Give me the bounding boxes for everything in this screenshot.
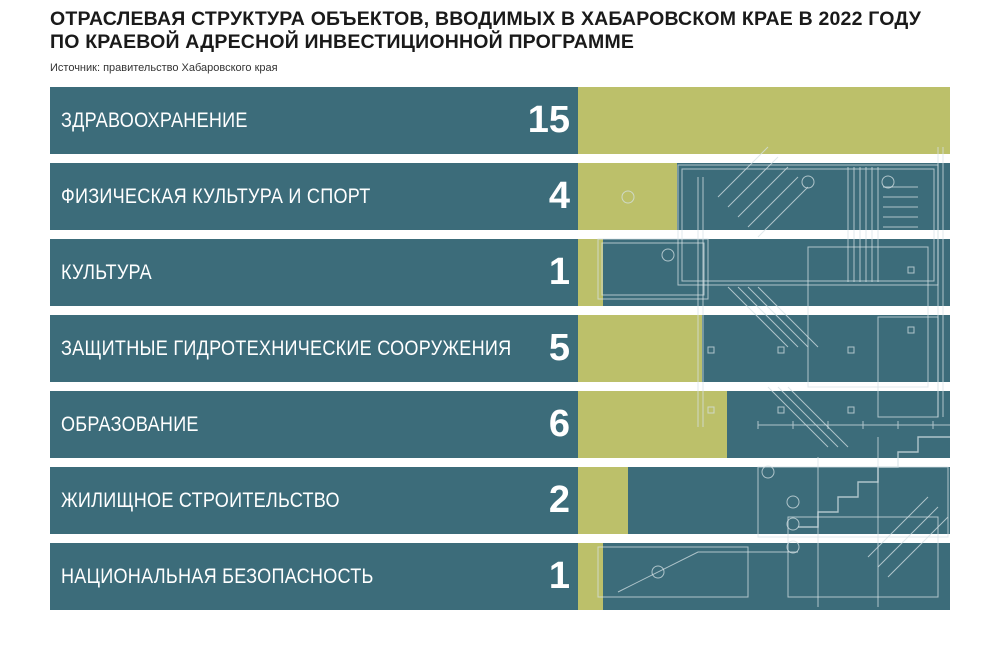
data-label: 4 (548, 175, 570, 217)
bar (578, 391, 727, 458)
data-label: 6 (548, 403, 570, 445)
category-label: ЗДРАВООХРАНЕНИЕ (61, 109, 248, 132)
bar-row: ОБРАЗОВАНИЕ 6 (50, 391, 950, 458)
bar (578, 315, 702, 382)
data-label: 5 (548, 327, 570, 369)
bar-row: КУЛЬТУРА 1 (50, 239, 950, 306)
category-label: НАЦИОНАЛЬНАЯ БЕЗОПАСНОСТЬ (61, 565, 374, 588)
bar-row: НАЦИОНАЛЬНАЯ БЕЗОПАСНОСТЬ 1 (50, 543, 950, 610)
category-label: КУЛЬТУРА (61, 261, 152, 284)
bar-row: ФИЗИЧЕСКАЯ КУЛЬТУРА И СПОРТ 4 (50, 163, 950, 230)
bar-row: ЖИЛИЩНОЕ СТРОИТЕЛЬСТВО 2 (50, 467, 950, 534)
bar (578, 467, 628, 534)
category-label: ЗАЩИТНЫЕ ГИДРОТЕХНИЧЕСКИЕ СООРУЖЕНИЯ (61, 337, 512, 360)
category-label: ЖИЛИЩНОЕ СТРОИТЕЛЬСТВО (61, 489, 340, 512)
data-label: 1 (548, 251, 570, 293)
chart-source: Источник: правительство Хабаровского кра… (50, 62, 278, 74)
category-label: ОБРАЗОВАНИЕ (61, 413, 199, 436)
bar (578, 543, 603, 610)
data-label: 15 (527, 99, 570, 141)
bar-chart: ЗДРАВООХРАНЕНИЕ 15 ФИЗИЧЕСКАЯ КУЛЬТУРА И С… (50, 87, 950, 610)
data-label: 2 (548, 479, 570, 521)
chart-title: ОТРАСЛЕВАЯ СТРУКТУРА ОБЪЕКТОВ, ВВОДИМЫХ … (50, 8, 922, 53)
bar (578, 239, 603, 306)
bar (578, 163, 677, 230)
bar (578, 87, 950, 154)
bar-row: ЗДРАВООХРАНЕНИЕ 15 (50, 87, 950, 154)
category-label: ФИЗИЧЕСКАЯ КУЛЬТУРА И СПОРТ (61, 185, 371, 208)
data-label: 1 (548, 555, 570, 597)
bar-row: ЗАЩИТНЫЕ ГИДРОТЕХНИЧЕСКИЕ СООРУЖЕНИЯ 5 (50, 315, 950, 382)
